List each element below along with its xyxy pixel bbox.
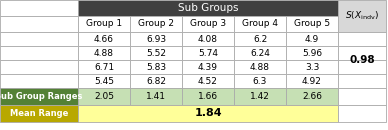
Bar <box>0 105 78 122</box>
Bar <box>338 60 386 74</box>
Bar <box>182 16 234 32</box>
Bar <box>78 60 130 74</box>
Bar <box>338 105 386 122</box>
Text: 4.08: 4.08 <box>198 34 218 44</box>
Bar <box>338 46 386 60</box>
Text: 6.3: 6.3 <box>253 76 267 86</box>
Bar <box>130 46 182 60</box>
Text: 5.74: 5.74 <box>198 48 218 57</box>
Bar <box>234 16 286 32</box>
Bar <box>182 74 234 88</box>
Bar <box>182 60 234 74</box>
Text: 4.66: 4.66 <box>94 34 114 44</box>
Text: Group 3: Group 3 <box>190 20 226 28</box>
Text: 1.42: 1.42 <box>250 92 270 101</box>
Bar <box>234 46 286 60</box>
Text: Group 5: Group 5 <box>294 20 330 28</box>
Bar <box>0 0 78 16</box>
Bar <box>130 60 182 74</box>
Bar <box>0 88 78 105</box>
Bar <box>78 0 338 16</box>
Text: 1.41: 1.41 <box>146 92 166 101</box>
Text: 6.93: 6.93 <box>146 34 166 44</box>
Bar <box>234 32 286 46</box>
Text: Group 4: Group 4 <box>242 20 278 28</box>
Text: 4.92: 4.92 <box>302 76 322 86</box>
Text: 0.98: 0.98 <box>349 55 375 65</box>
Text: Sub Group Ranges: Sub Group Ranges <box>0 92 83 101</box>
Bar <box>338 74 386 88</box>
Bar <box>78 46 130 60</box>
Text: 6.71: 6.71 <box>94 63 114 72</box>
Bar <box>0 32 78 46</box>
Bar <box>234 60 286 74</box>
Bar <box>0 74 78 88</box>
Bar <box>286 32 338 46</box>
Bar <box>130 88 182 105</box>
Text: 5.83: 5.83 <box>146 63 166 72</box>
Text: 5.52: 5.52 <box>146 48 166 57</box>
Bar <box>338 32 386 46</box>
Text: 4.39: 4.39 <box>198 63 218 72</box>
Bar <box>130 32 182 46</box>
Bar <box>0 16 78 32</box>
Bar <box>182 32 234 46</box>
Text: Group 1: Group 1 <box>86 20 122 28</box>
Text: 5.45: 5.45 <box>94 76 114 86</box>
Text: Mean Range: Mean Range <box>10 109 68 118</box>
Text: 6.2: 6.2 <box>253 34 267 44</box>
Bar <box>78 105 338 122</box>
Bar <box>286 88 338 105</box>
Text: 4.52: 4.52 <box>198 76 218 86</box>
Bar <box>78 16 130 32</box>
Bar <box>286 16 338 32</box>
Bar <box>130 74 182 88</box>
Text: 1.66: 1.66 <box>198 92 218 101</box>
Text: 6.24: 6.24 <box>250 48 270 57</box>
Bar <box>286 46 338 60</box>
Text: 4.88: 4.88 <box>94 48 114 57</box>
Bar <box>234 88 286 105</box>
Bar <box>130 16 182 32</box>
Text: Sub Groups: Sub Groups <box>178 3 238 13</box>
Text: 6.82: 6.82 <box>146 76 166 86</box>
Bar <box>78 32 130 46</box>
Text: 5.96: 5.96 <box>302 48 322 57</box>
Text: 2.66: 2.66 <box>302 92 322 101</box>
Bar <box>182 46 234 60</box>
Text: 3.3: 3.3 <box>305 63 319 72</box>
Bar <box>338 0 386 32</box>
Bar <box>0 60 78 74</box>
Text: 4.9: 4.9 <box>305 34 319 44</box>
Text: 2.05: 2.05 <box>94 92 114 101</box>
Text: $\mathit{S}(\mathit{X}_{\mathrm{indv}})$: $\mathit{S}(\mathit{X}_{\mathrm{indv}})$ <box>345 10 379 22</box>
Bar <box>78 88 130 105</box>
Bar <box>286 60 338 74</box>
Bar <box>78 74 130 88</box>
Bar <box>0 46 78 60</box>
Bar <box>234 74 286 88</box>
Text: Group 2: Group 2 <box>138 20 174 28</box>
Bar <box>286 74 338 88</box>
Text: 4.88: 4.88 <box>250 63 270 72</box>
Text: 1.84: 1.84 <box>194 109 222 119</box>
Bar <box>182 88 234 105</box>
Bar <box>338 88 386 105</box>
